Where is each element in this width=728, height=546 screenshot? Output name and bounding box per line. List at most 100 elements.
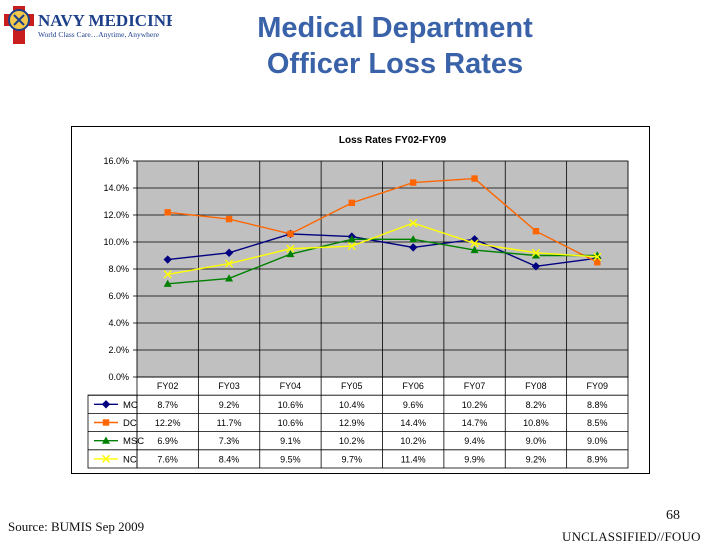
- data-label-mc: 9.2%: [219, 400, 240, 410]
- data-label-dc: 8.5%: [587, 418, 608, 428]
- data-point-mc: [531, 262, 541, 271]
- data-label-msc: 10.2%: [400, 436, 426, 446]
- y-tick-label: 2.0%: [108, 345, 129, 355]
- data-point-dc: [164, 209, 171, 216]
- x-category-label: FY07: [464, 381, 486, 391]
- data-label-dc: 14.7%: [462, 418, 488, 428]
- data-label-mc: 8.7%: [157, 400, 178, 410]
- data-point-dc: [409, 179, 417, 186]
- data-label-nc: 11.4%: [401, 454, 426, 464]
- legend-label-nc: NC: [123, 454, 137, 465]
- x-category-label: FY03: [218, 381, 240, 391]
- y-tick-label: 16.0%: [103, 156, 129, 166]
- data-label-msc: 9.4%: [464, 436, 485, 446]
- data-point-dc: [287, 230, 294, 238]
- logo-name: NAVY MEDICINE: [38, 11, 172, 30]
- data-label-msc: 9.1%: [280, 436, 301, 446]
- data-label-dc: 12.9%: [339, 418, 365, 428]
- slide-title-line-1: Medical Department: [257, 12, 533, 44]
- data-label-mc: 8.2%: [526, 400, 547, 410]
- legend-marker-mc: [101, 400, 111, 409]
- data-label-nc: 8.4%: [219, 454, 240, 464]
- data-point-msc: [163, 279, 172, 287]
- data-label-msc: 9.0%: [587, 436, 608, 446]
- data-point-msc: [347, 235, 356, 243]
- y-tick-label: 8.0%: [108, 264, 129, 274]
- source-note: Source: BUMIS Sep 2009: [8, 519, 145, 534]
- data-label-mc: 10.4%: [339, 400, 365, 410]
- data-label-nc: 9.5%: [280, 454, 301, 464]
- logo-cross-icon: [4, 6, 34, 44]
- data-label-nc: 7.6%: [157, 454, 178, 464]
- data-label-msc: 7.3%: [219, 436, 240, 446]
- data-label-dc: 11.7%: [217, 418, 242, 428]
- series-line-msc: [167, 238, 598, 285]
- data-point-dc: [594, 259, 601, 266]
- data-label-dc: 10.6%: [278, 418, 304, 428]
- series-line-mc: [167, 233, 598, 268]
- data-point-msc: [286, 249, 295, 258]
- data-label-mc: 9.6%: [403, 400, 424, 410]
- data-point-dc: [532, 228, 540, 235]
- navy-medicine-logo: NAVY MEDICINE World Class Care…Anytime, …: [4, 6, 172, 44]
- data-label-nc: 8.9%: [587, 454, 608, 464]
- data-label-dc: 12.2%: [155, 418, 181, 428]
- x-category-label: FY02: [157, 381, 179, 391]
- data-label-msc: 10.2%: [339, 436, 365, 446]
- y-tick-label: 4.0%: [108, 318, 129, 328]
- legend-marker-msc: [102, 436, 110, 444]
- legend-marker-nc: [101, 454, 111, 463]
- x-category-label: FY06: [402, 381, 424, 391]
- data-point-nc: [224, 259, 234, 268]
- y-tick-label: 12.0%: [103, 210, 129, 220]
- data-point-nc: [409, 219, 418, 228]
- data-point-nc: [470, 239, 479, 248]
- data-point-nc: [531, 248, 541, 257]
- chart-title: Loss Rates FY02-FY09: [339, 135, 447, 146]
- data-point-nc: [286, 244, 295, 253]
- data-point-dc: [471, 175, 478, 182]
- y-tick-label: 6.0%: [108, 291, 129, 301]
- legend-label-dc: DC: [123, 418, 137, 429]
- x-category-label: FY04: [280, 381, 302, 391]
- data-label-dc: 14.4%: [400, 418, 426, 428]
- data-point-msc: [531, 251, 540, 259]
- slide-title-line-2: Officer Loss Rates: [266, 48, 524, 80]
- data-label-msc: 6.9%: [157, 436, 178, 446]
- series-line-dc: [167, 177, 598, 263]
- data-label-mc: 10.2%: [462, 400, 488, 410]
- series-line-nc: [167, 222, 598, 276]
- x-category-label: FY09: [587, 381, 609, 391]
- classification-marking: UNCLASSIFIED//FOUO: [562, 529, 701, 544]
- data-point-nc: [347, 241, 356, 251]
- data-point-msc: [409, 235, 418, 243]
- x-category-label: FY05: [341, 381, 363, 391]
- logo-tagline: World Class Care…Anytime, Anywhere: [38, 30, 160, 39]
- slide-title: Medical Department Officer Loss Rates: [200, 10, 590, 82]
- page-number: 68: [666, 508, 680, 523]
- data-label-mc: 8.8%: [587, 400, 608, 410]
- y-tick-label: 0.0%: [108, 372, 129, 382]
- chart-svg: Loss Rates FY02-FY09 0.0% 2.0% 4.0% 6.0% 8.0%…: [87, 135, 629, 469]
- data-label-dc: 10.8%: [523, 418, 549, 428]
- data-point-mc: [163, 255, 172, 264]
- data-point-nc: [593, 252, 602, 261]
- legend-label-mc: MC: [123, 400, 138, 411]
- data-label-nc: 9.2%: [526, 454, 547, 464]
- data-point-mc: [224, 248, 234, 257]
- data-point-msc: [470, 245, 479, 254]
- data-point-msc: [225, 274, 234, 282]
- x-category-label: FY08: [525, 381, 547, 391]
- data-point-mc: [408, 243, 418, 252]
- legend-marker-dc: [102, 419, 110, 426]
- y-tick-label: 10.0%: [103, 237, 129, 247]
- data-label-msc: 9.0%: [526, 436, 547, 446]
- legend-label-msc: MSC: [123, 436, 144, 447]
- data-label-mc: 10.6%: [278, 400, 304, 410]
- data-point-dc: [348, 199, 356, 207]
- data-label-nc: 9.7%: [342, 454, 363, 464]
- data-label-nc: 9.9%: [464, 454, 485, 464]
- data-point-dc: [225, 215, 233, 223]
- loss-rates-chart: Loss Rates FY02-FY09 0.0% 2.0% 4.0% 6.0% 8.0%…: [71, 126, 650, 474]
- y-tick-label: 14.0%: [103, 183, 129, 193]
